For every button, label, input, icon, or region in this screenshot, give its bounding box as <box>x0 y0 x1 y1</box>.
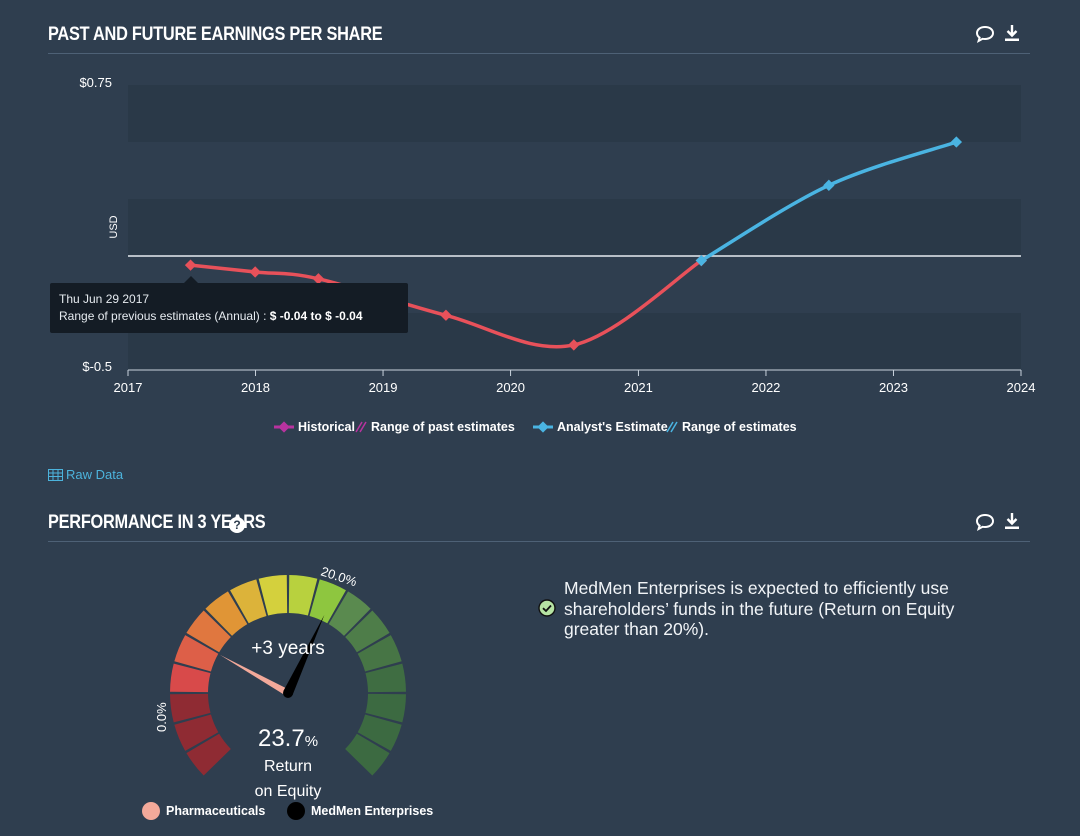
gauge-segment <box>174 635 219 672</box>
chart-band <box>128 199 1021 256</box>
x-tick-label: 2020 <box>496 380 525 395</box>
company-dot <box>287 802 305 820</box>
comment-icon[interactable] <box>975 24 995 44</box>
legend-historical[interactable]: Historical <box>274 420 355 434</box>
x-tick-label: 2024 <box>1007 380 1036 395</box>
gauge-hub <box>283 688 293 698</box>
eps-section-title: PAST AND FUTURE EARNINGS PER SHARE <box>48 24 383 45</box>
chart-band <box>128 142 1021 199</box>
gauge-legend-company: MedMen Enterprises <box>287 802 433 820</box>
chart-tooltip: Thu Jun 29 2017 Range of previous estima… <box>50 276 408 333</box>
gauge-segment <box>174 714 219 751</box>
gauge-segment <box>357 714 402 751</box>
gauge-segment <box>170 663 211 693</box>
tooltip-value: $ -0.04 to $ -0.04 <box>269 309 363 323</box>
x-tick-label: 2021 <box>624 380 653 395</box>
tooltip-arrow <box>184 276 198 283</box>
gauge-segment <box>345 733 390 776</box>
download-icon[interactable] <box>1002 23 1022 43</box>
historical-point <box>249 266 261 278</box>
gauge-min-label: 0.0% <box>154 702 169 732</box>
section-divider <box>48 53 1030 54</box>
chart-band <box>128 85 1021 142</box>
gauge-segment <box>205 591 248 636</box>
historical-point <box>312 273 325 285</box>
company-needle <box>283 615 325 696</box>
gauge-segment <box>328 591 371 636</box>
historical-point <box>184 259 197 271</box>
chart-legend: Historical Range of past estimates Analy… <box>0 420 1080 438</box>
gauge-legend-industry: Pharmaceuticals <box>142 802 265 820</box>
x-tick-label: 2017 <box>114 380 143 395</box>
gauge-segment <box>365 693 406 723</box>
industry-needle <box>219 654 290 697</box>
section-divider <box>48 541 1030 542</box>
legend-estimate-range[interactable]: Range of estimates <box>666 420 797 434</box>
estimate-point <box>695 254 707 267</box>
industry-dot <box>142 802 160 820</box>
y-tick-label: $0.75 <box>79 75 112 90</box>
tooltip-date: Thu Jun 29 2017 <box>59 292 150 306</box>
raw-data-link[interactable]: Raw Data <box>48 467 123 482</box>
gauge-legend-company-label: MedMen Enterprises <box>311 804 434 818</box>
comment-icon[interactable] <box>975 512 995 532</box>
estimate-point <box>950 136 963 148</box>
svg-text:23.7%: 23.7% <box>258 725 318 752</box>
performance-statement: MedMen Enterprises is expected to effici… <box>564 578 955 639</box>
gauge-segment <box>357 635 402 672</box>
gauge-segment <box>288 575 318 616</box>
x-tick-label: 2022 <box>751 380 780 395</box>
roe-gauge: 0.0% 20.0% +3 years 23.7% Return on Equi… <box>154 564 406 800</box>
gauge-caption-2: on Equity <box>255 783 322 800</box>
gauge-segment <box>186 610 231 653</box>
tooltip-label: Range of previous estimates (Annual) : <box>59 309 267 323</box>
check-icon <box>538 599 556 617</box>
legend-past-range[interactable]: Range of past estimates <box>355 420 515 434</box>
historical-point <box>440 309 452 321</box>
gauge-segment <box>230 579 267 624</box>
gauge-segment <box>365 663 406 693</box>
gauge-segment <box>186 733 231 776</box>
legend-historical-label: Historical <box>298 420 355 434</box>
raw-data-label: Raw Data <box>66 467 124 482</box>
gauge-segment <box>258 575 288 616</box>
legend-estimate-range-label: Range of estimates <box>682 420 797 434</box>
gauge-legend-industry-label: Pharmaceuticals <box>166 804 266 818</box>
gauge-unit: % <box>305 733 318 750</box>
x-tick-label: 2018 <box>241 380 270 395</box>
gauge-segment <box>170 693 211 723</box>
y-tick-label: $-0.5 <box>82 359 112 374</box>
y-axis-label: USD <box>108 215 120 238</box>
table-icon <box>48 468 63 481</box>
gauge-segment <box>309 579 346 624</box>
gauge-segment <box>345 610 390 653</box>
legend-past-range-label: Range of past estimates <box>371 420 515 434</box>
legend-analyst-label: Analyst's Estimate <box>557 420 668 434</box>
legend-analyst[interactable]: Analyst's Estimate <box>533 420 668 434</box>
eps-chart: $0.75 $-0.5 USD 2017 2018 2019 2020 2021 2022 202… <box>79 75 1036 395</box>
historical-point <box>568 339 580 351</box>
gauge-value: 23.7 <box>258 725 305 752</box>
gauge-caption-1: Return <box>264 758 312 775</box>
help-icon[interactable]: ? <box>229 517 245 533</box>
download-icon[interactable] <box>1002 511 1022 531</box>
gauge-horizon: +3 years <box>251 638 324 659</box>
x-tick-label: 2019 <box>369 380 398 395</box>
perf-section-title: PERFORMANCE IN 3 YEARS <box>48 512 266 533</box>
x-tick-label: 2023 <box>879 380 908 395</box>
estimate-point <box>823 179 835 191</box>
